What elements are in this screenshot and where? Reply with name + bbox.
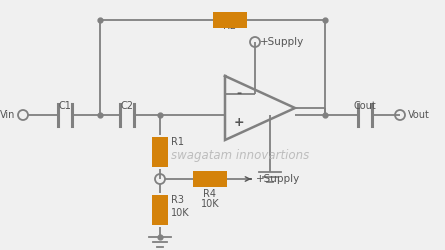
Text: Cout: Cout	[354, 101, 376, 111]
Text: R4: R4	[203, 189, 217, 199]
Bar	[152, 137, 168, 167]
Text: 10K: 10K	[171, 208, 190, 218]
Bar	[152, 195, 168, 225]
Text: R3: R3	[171, 195, 184, 205]
Text: C2: C2	[121, 101, 134, 111]
Bar	[213, 12, 247, 28]
Bar	[193, 171, 227, 187]
Text: 10K: 10K	[201, 199, 219, 209]
Text: C1: C1	[59, 101, 72, 111]
Text: +Supply: +Supply	[256, 174, 300, 184]
Text: +: +	[234, 116, 244, 128]
Text: +Supply: +Supply	[260, 37, 304, 47]
Text: Vin: Vin	[0, 110, 15, 120]
Text: R1: R1	[171, 137, 184, 147]
Text: R2: R2	[223, 21, 237, 31]
Text: Vout: Vout	[408, 110, 430, 120]
Text: swagatam innovartions: swagatam innovartions	[171, 148, 309, 162]
Text: -: -	[236, 88, 242, 101]
